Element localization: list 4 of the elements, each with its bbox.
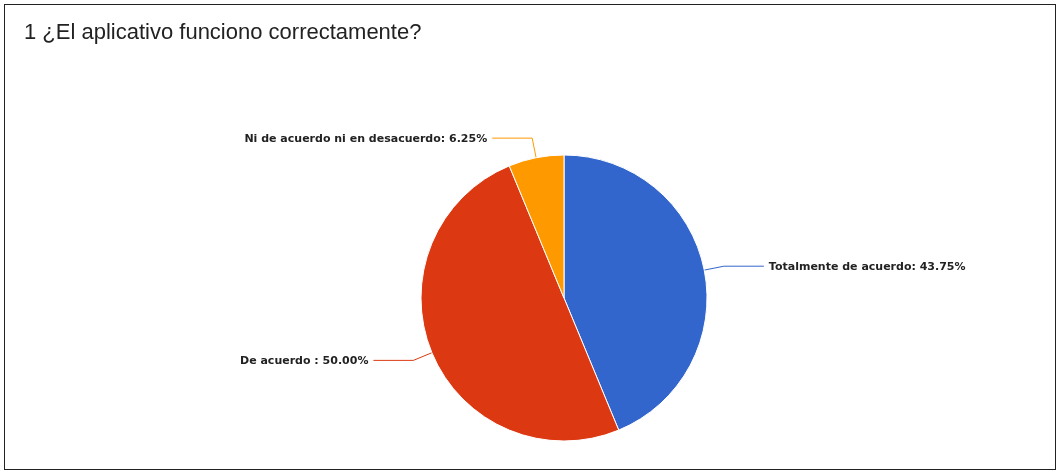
slice-label: De acuerdo : 50.00% xyxy=(240,353,369,367)
slice-label: Ni de acuerdo ni en desacuerdo: 6.25% xyxy=(244,131,488,145)
chart-title: 1 ¿El aplicativo funciono correctamente? xyxy=(24,18,422,44)
slice-label: Totalmente de acuerdo: 43.75% xyxy=(768,259,966,273)
